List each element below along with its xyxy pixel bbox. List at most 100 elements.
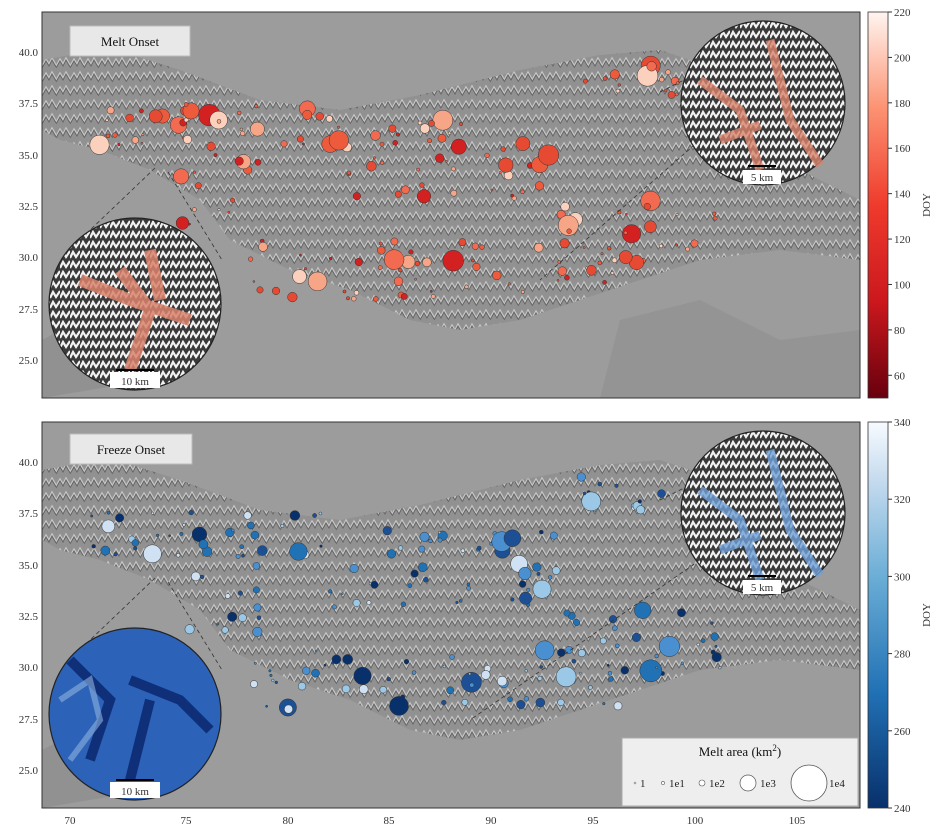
melt-area-marker (250, 680, 258, 688)
melt-area-marker (582, 246, 586, 249)
melt-area-marker (269, 673, 273, 677)
melt-area-marker (188, 509, 194, 516)
melt-area-marker (192, 170, 196, 174)
colorbar-freeze: 340 320 300 280 260 240 DOY (867, 417, 933, 815)
melt-area-marker (328, 130, 349, 151)
colorbar-tick-label: 300 (894, 571, 911, 583)
melt-area-marker (199, 574, 205, 580)
melt-area-marker (216, 119, 222, 124)
melt-area-marker (437, 537, 443, 543)
panel-title-box (69, 433, 193, 465)
melt-area-marker (623, 230, 628, 235)
melt-area-marker (476, 545, 482, 551)
melt-area-marker (252, 562, 261, 570)
melt-area-marker (302, 666, 311, 675)
melt-area-marker (523, 696, 530, 702)
melt-area-marker (441, 699, 447, 706)
melt-area-marker (614, 483, 619, 488)
melt-area-marker (252, 280, 256, 283)
melt-area-marker (268, 669, 272, 673)
melt-area-marker (241, 553, 245, 558)
melt-area-marker (101, 519, 116, 534)
panel-title: Freeze Onset (97, 442, 166, 457)
melt-area-marker (484, 152, 490, 158)
melt-area-marker (620, 666, 629, 675)
melt-area-marker (606, 663, 610, 667)
melt-area-marker (563, 609, 571, 617)
melt-area-marker (410, 569, 419, 578)
melt-area-marker (113, 552, 118, 557)
melt-area-marker (239, 130, 246, 137)
melt-area-marker (712, 211, 717, 216)
colorbar-label: DOY (921, 193, 933, 217)
melt-area-marker (414, 277, 417, 281)
colorbar-tick-label: 320 (894, 494, 911, 506)
melt-area-marker (258, 241, 268, 252)
melt-area-marker (328, 589, 333, 594)
melt-area-marker (677, 608, 686, 618)
melt-area-marker (445, 160, 448, 163)
melt-area-marker (607, 671, 613, 676)
melt-area-marker (490, 188, 494, 192)
melt-area-marker (423, 576, 429, 583)
melt-area-marker (418, 545, 426, 553)
melt-area-marker (566, 228, 572, 234)
melt-area-marker (435, 153, 445, 163)
svg-text:95: 95 (588, 815, 600, 827)
melt-area-marker (710, 621, 714, 625)
melt-area-marker (388, 124, 397, 133)
melt-area-marker (675, 212, 679, 216)
melt-area-marker (354, 257, 363, 267)
melt-area-marker (289, 542, 308, 561)
svg-text:37.5: 37.5 (19, 98, 39, 110)
melt-area-marker (685, 246, 691, 252)
melt-area-marker (582, 78, 588, 84)
x-axis-ticks: 70 75 80 85 90 95 100 105 (65, 815, 806, 827)
colorbar-tick-label: 340 (894, 417, 911, 429)
melt-area-marker (182, 102, 200, 120)
melt-area-marker (90, 514, 94, 518)
melt-area-marker (141, 133, 145, 137)
melt-area-marker (551, 566, 561, 575)
melt-area-marker (500, 146, 506, 152)
melt-area-marker (284, 704, 293, 714)
melt-area-marker (352, 599, 361, 607)
melt-area-marker (674, 92, 679, 97)
melt-area-marker (428, 120, 435, 127)
svg-text:70: 70 (65, 815, 77, 827)
melt-area-marker (252, 586, 260, 594)
melt-area-marker (538, 144, 559, 166)
colorbar-tick-label: 240 (894, 803, 911, 815)
melt-area-marker (507, 696, 513, 702)
melt-area-marker (680, 661, 684, 665)
melt-area-marker (588, 685, 593, 690)
melt-area-marker (534, 181, 545, 191)
melt-area-marker (526, 587, 531, 592)
melt-area-marker (565, 645, 573, 654)
svg-text:30.0: 30.0 (19, 662, 39, 674)
melt-area-marker (536, 571, 541, 576)
melt-area-marker (608, 615, 618, 624)
melt-area-marker (459, 122, 463, 126)
melt-area-marker (248, 256, 254, 262)
melt-area-marker (250, 530, 260, 540)
melt-area-marker (89, 134, 110, 155)
melt-area-marker (634, 601, 652, 619)
map-frame (41, 11, 861, 399)
melt-area-marker (140, 141, 144, 145)
melt-area-marker (557, 698, 565, 707)
svg-text:90: 90 (486, 815, 498, 827)
melt-area-marker (416, 189, 432, 204)
melt-area-marker (464, 284, 469, 289)
melt-area-marker (227, 611, 238, 622)
melt-area-marker (518, 566, 532, 581)
svg-text:1e3: 1e3 (760, 778, 776, 790)
melt-area-marker (139, 108, 144, 114)
melt-area-marker (213, 153, 218, 158)
legend-melt-area: Melt area (km2) 1 1e1 1e2 1e3 1e4 (621, 737, 859, 807)
melt-area-marker (450, 189, 458, 197)
svg-text:32.5: 32.5 (19, 201, 39, 213)
melt-area-marker (427, 138, 433, 144)
melt-area-marker (192, 207, 197, 212)
melt-area-marker (301, 142, 305, 146)
